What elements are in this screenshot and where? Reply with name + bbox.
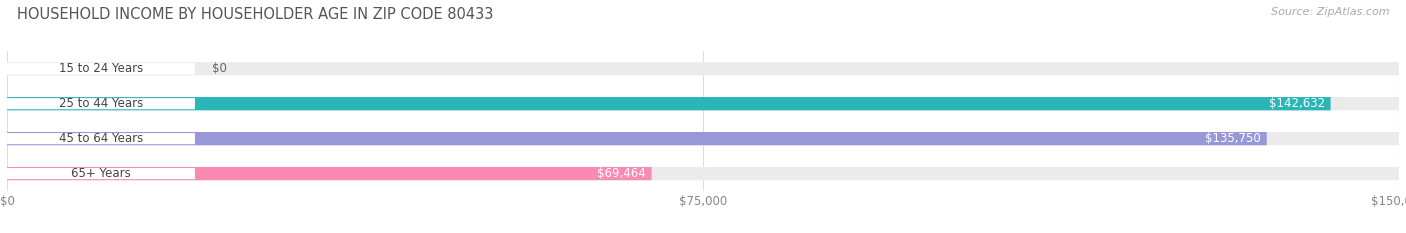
Text: 45 to 64 Years: 45 to 64 Years bbox=[59, 132, 143, 145]
Text: $135,750: $135,750 bbox=[1205, 132, 1261, 145]
FancyBboxPatch shape bbox=[7, 97, 1330, 110]
Text: Source: ZipAtlas.com: Source: ZipAtlas.com bbox=[1271, 7, 1389, 17]
FancyBboxPatch shape bbox=[7, 167, 1399, 180]
Text: 65+ Years: 65+ Years bbox=[72, 167, 131, 180]
Text: 25 to 44 Years: 25 to 44 Years bbox=[59, 97, 143, 110]
FancyBboxPatch shape bbox=[7, 167, 651, 180]
FancyBboxPatch shape bbox=[7, 132, 1267, 145]
Text: $69,464: $69,464 bbox=[598, 167, 647, 180]
FancyBboxPatch shape bbox=[7, 168, 195, 179]
Text: 15 to 24 Years: 15 to 24 Years bbox=[59, 62, 143, 75]
FancyBboxPatch shape bbox=[7, 132, 1399, 145]
FancyBboxPatch shape bbox=[7, 133, 195, 144]
FancyBboxPatch shape bbox=[7, 62, 1399, 75]
Text: $0: $0 bbox=[212, 62, 226, 75]
FancyBboxPatch shape bbox=[7, 97, 1399, 110]
FancyBboxPatch shape bbox=[7, 98, 195, 109]
Text: HOUSEHOLD INCOME BY HOUSEHOLDER AGE IN ZIP CODE 80433: HOUSEHOLD INCOME BY HOUSEHOLDER AGE IN Z… bbox=[17, 7, 494, 22]
Text: $142,632: $142,632 bbox=[1268, 97, 1324, 110]
FancyBboxPatch shape bbox=[7, 63, 195, 74]
